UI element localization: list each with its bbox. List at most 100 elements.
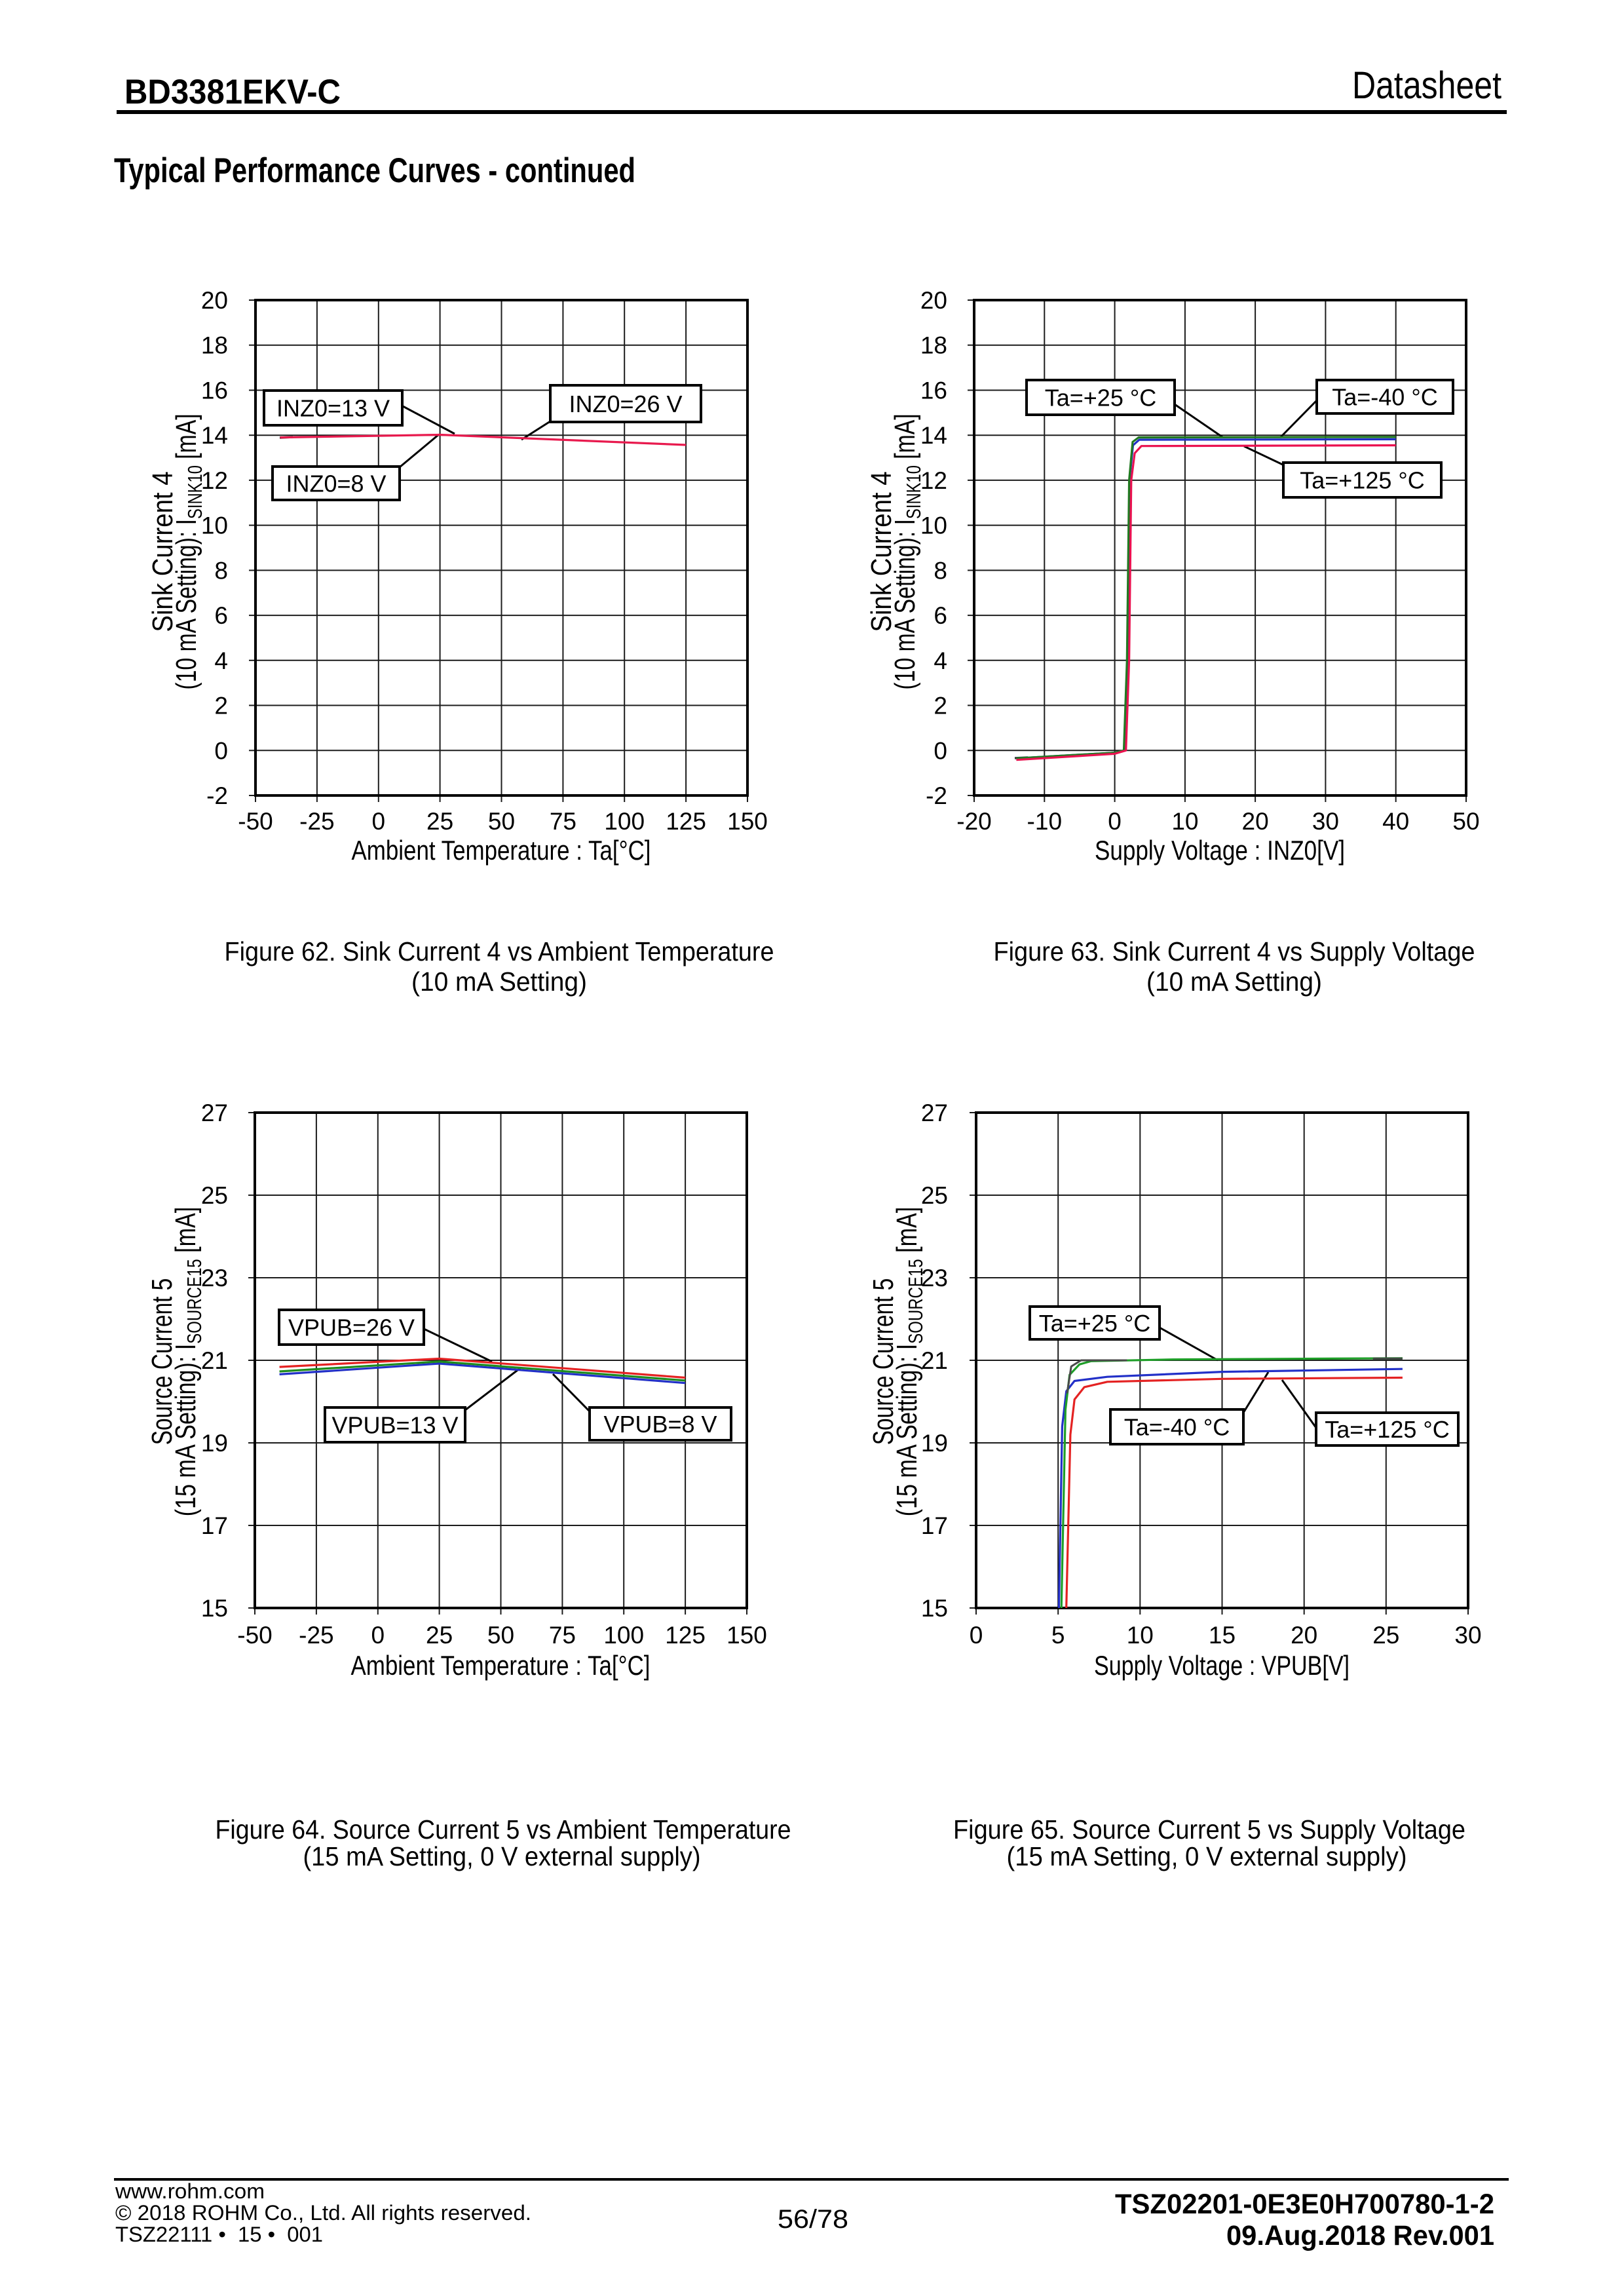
svg-text:23: 23	[921, 1265, 948, 1292]
svg-text:Supply Voltage : INZ0[V]: Supply Voltage : INZ0[V]	[1095, 835, 1345, 866]
svg-text:Datasheet: Datasheet	[1352, 64, 1501, 107]
svg-text:2: 2	[214, 693, 228, 719]
svg-text:0: 0	[371, 1622, 385, 1649]
svg-text:25: 25	[426, 808, 453, 835]
svg-text:BD3381EKV-C: BD3381EKV-C	[124, 73, 341, 111]
svg-text:27: 27	[201, 1100, 228, 1126]
svg-text:16: 16	[201, 377, 228, 404]
svg-text:75: 75	[549, 1622, 576, 1649]
svg-text:www.rohm.com: www.rohm.com	[115, 2179, 265, 2203]
svg-text:30: 30	[1454, 1622, 1481, 1649]
svg-text:25: 25	[426, 1622, 453, 1649]
svg-text:10: 10	[1171, 808, 1198, 835]
svg-text:12: 12	[201, 467, 228, 494]
svg-text:VPUB=13 V: VPUB=13 V	[331, 1412, 458, 1439]
svg-text:Ta=+125 °C: Ta=+125 °C	[1300, 467, 1425, 494]
svg-text:8: 8	[934, 557, 947, 584]
svg-text:20: 20	[920, 287, 947, 314]
svg-text:(10 mA Setting): (10 mA Setting)	[1146, 966, 1322, 997]
svg-text:Ambient Temperature : Ta[°C]: Ambient Temperature : Ta[°C]	[351, 1650, 651, 1681]
svg-text:INZ0=26 V: INZ0=26 V	[569, 391, 682, 417]
svg-text:Ta=+125 °C: Ta=+125 °C	[1325, 1416, 1450, 1443]
svg-text:(10 mA Setting): ISINK10 [mA]: (10 mA Setting): ISINK10 [mA]	[890, 413, 925, 689]
svg-text:0: 0	[1108, 808, 1122, 835]
svg-text:Supply Voltage : VPUB[V]: Supply Voltage : VPUB[V]	[1094, 1650, 1350, 1681]
svg-text:09.Aug.2018 Rev.001: 09.Aug.2018 Rev.001	[1226, 2220, 1494, 2251]
svg-text:(15 mA Setting, 0 V external s: (15 mA Setting, 0 V external supply)	[1007, 1841, 1407, 1871]
svg-text:0: 0	[970, 1622, 983, 1649]
svg-text:Typical Performance Curves - c: Typical Performance Curves - continued	[114, 151, 635, 190]
svg-text:(15 mA Setting): ISOURCE15 [mA: (15 mA Setting): ISOURCE15 [mA]	[170, 1207, 206, 1516]
svg-text:125: 125	[665, 1622, 706, 1649]
svg-text:18: 18	[201, 332, 228, 359]
svg-text:-10: -10	[1027, 808, 1062, 835]
svg-text:TSZ22111 • 15 • 001: TSZ22111 • 15 • 001	[115, 2223, 323, 2246]
svg-text:150: 150	[727, 1622, 767, 1649]
svg-text:Figure 64. Source Current 5 vs: Figure 64. Source Current 5 vs Ambient T…	[216, 1814, 791, 1845]
svg-text:10: 10	[1127, 1622, 1154, 1649]
svg-text:15: 15	[921, 1595, 948, 1622]
svg-text:8: 8	[214, 557, 228, 584]
svg-text:25: 25	[1372, 1622, 1399, 1649]
svg-text:23: 23	[201, 1265, 228, 1292]
svg-text:20: 20	[1291, 1622, 1317, 1649]
svg-text:75: 75	[550, 808, 576, 835]
svg-text:2: 2	[934, 693, 947, 719]
svg-text:© 2018 ROHM Co., Ltd. All righ: © 2018 ROHM Co., Ltd. All rights reserve…	[115, 2201, 531, 2225]
svg-text:-50: -50	[238, 808, 273, 835]
svg-text:125: 125	[666, 808, 706, 835]
svg-text:-2: -2	[926, 782, 947, 809]
svg-text:TSZ02201-0E3E0H700780-1-2: TSZ02201-0E3E0H700780-1-2	[1115, 2189, 1494, 2220]
svg-text:Sink Current 4: Sink Current 4	[865, 471, 897, 632]
svg-text:17: 17	[201, 1512, 228, 1539]
svg-text:10: 10	[201, 512, 228, 539]
svg-text:6: 6	[934, 602, 947, 629]
svg-text:INZ0=13 V: INZ0=13 V	[276, 395, 390, 422]
svg-text:50: 50	[488, 808, 515, 835]
svg-text:50: 50	[1452, 808, 1479, 835]
svg-text:Source Current 5: Source Current 5	[868, 1278, 899, 1445]
svg-text:(10 mA Setting): ISINK10 [mA]: (10 mA Setting): ISINK10 [mA]	[171, 413, 206, 689]
svg-text:Ta=+25 °C: Ta=+25 °C	[1045, 385, 1157, 411]
svg-text:25: 25	[921, 1182, 948, 1209]
svg-text:14: 14	[920, 422, 947, 449]
svg-text:15: 15	[201, 1595, 228, 1622]
svg-text:4: 4	[934, 647, 947, 674]
svg-text:20: 20	[1242, 808, 1269, 835]
svg-text:Figure 63. Sink Current 4 vs S: Figure 63. Sink Current 4 vs Supply Volt…	[994, 936, 1475, 966]
svg-text:40: 40	[1382, 808, 1409, 835]
svg-text:-25: -25	[299, 1622, 333, 1649]
svg-text:VPUB=26 V: VPUB=26 V	[288, 1314, 415, 1341]
svg-text:5: 5	[1051, 1622, 1065, 1649]
svg-text:Figure 65. Source Current 5 vs: Figure 65. Source Current 5 vs Supply Vo…	[953, 1814, 1465, 1845]
svg-text:15: 15	[1209, 1622, 1236, 1649]
svg-text:(15 mA Setting, 0 V external s: (15 mA Setting, 0 V external supply)	[303, 1841, 701, 1871]
svg-text:21: 21	[921, 1347, 948, 1374]
svg-text:Source Current 5: Source Current 5	[147, 1278, 178, 1445]
svg-text:27: 27	[921, 1100, 948, 1126]
svg-text:18: 18	[920, 332, 947, 359]
svg-text:25: 25	[201, 1182, 228, 1209]
svg-text:56/78: 56/78	[778, 2205, 848, 2234]
svg-text:6: 6	[214, 602, 228, 629]
svg-text:12: 12	[920, 467, 947, 494]
svg-text:(15 mA Setting): ISOURCE15 [mA: (15 mA Setting): ISOURCE15 [mA]	[891, 1207, 927, 1516]
svg-text:20: 20	[201, 287, 228, 314]
svg-text:10: 10	[920, 512, 947, 539]
svg-text:-20: -20	[956, 808, 991, 835]
svg-text:17: 17	[921, 1512, 948, 1539]
svg-text:(10 mA Setting): (10 mA Setting)	[411, 966, 587, 997]
svg-text:-2: -2	[206, 782, 228, 809]
svg-text:-50: -50	[237, 1622, 272, 1649]
svg-text:-25: -25	[299, 808, 334, 835]
svg-text:VPUB=8 V: VPUB=8 V	[603, 1411, 717, 1438]
svg-text:Ta=-40 °C: Ta=-40 °C	[1124, 1414, 1230, 1441]
svg-text:Sink Current 4: Sink Current 4	[147, 471, 179, 632]
svg-text:0: 0	[934, 737, 947, 764]
svg-text:Ta=-40 °C: Ta=-40 °C	[1332, 384, 1437, 411]
svg-text:INZ0=8 V: INZ0=8 V	[286, 470, 386, 497]
svg-text:0: 0	[372, 808, 386, 835]
svg-text:Ta=+25 °C: Ta=+25 °C	[1039, 1310, 1151, 1337]
svg-text:19: 19	[201, 1430, 228, 1457]
svg-text:21: 21	[201, 1347, 228, 1374]
